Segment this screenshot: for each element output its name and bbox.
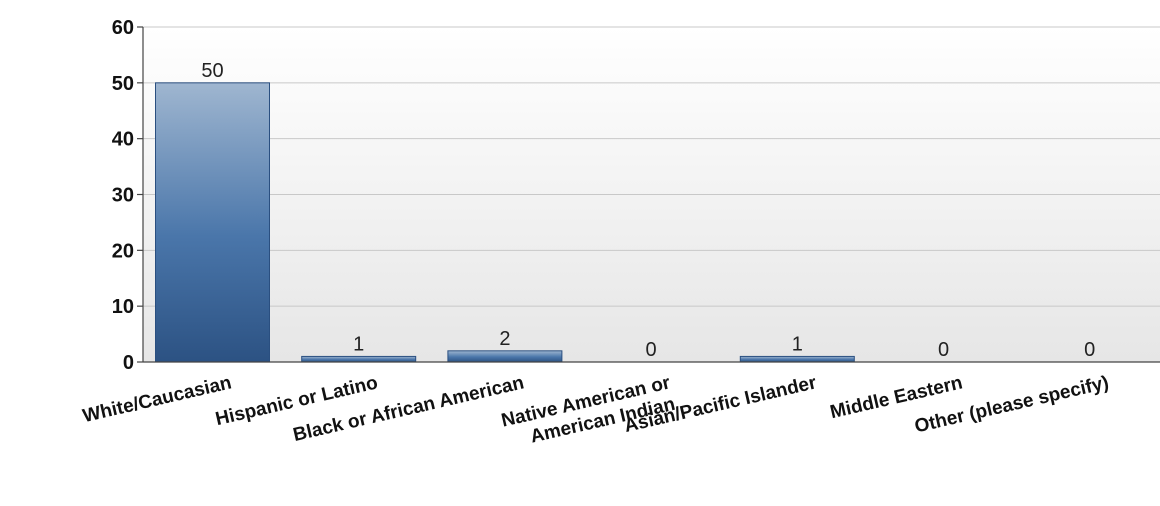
data-label: 0 — [1084, 339, 1095, 361]
x-tick-label: White/Caucasian — [81, 372, 234, 427]
y-tick-label: 30 — [112, 185, 134, 207]
bar — [301, 355, 417, 363]
x-tick-label-line: White/Caucasian — [81, 372, 234, 427]
data-label: 1 — [792, 333, 803, 355]
y-tick-label: 20 — [112, 240, 134, 262]
data-label: 0 — [646, 339, 657, 361]
bar — [155, 82, 270, 363]
y-tick-label: 40 — [112, 129, 134, 151]
data-label: 50 — [201, 60, 223, 82]
data-labels: 50 1 2 0 1 0 0 — [201, 60, 1095, 361]
bar — [739, 355, 855, 363]
data-label: 1 — [353, 333, 364, 355]
y-tick-label: 60 — [112, 17, 134, 39]
y-tick-label: 10 — [112, 296, 134, 318]
data-label: 2 — [499, 328, 510, 350]
bar — [447, 350, 563, 363]
y-tick-label: 50 — [112, 73, 134, 95]
y-tick-label: 0 — [123, 352, 134, 374]
gridlines — [143, 26, 1160, 307]
bars — [155, 82, 855, 363]
data-label: 0 — [938, 339, 949, 361]
y-axis-ticks: 0 10 20 30 40 50 60 — [112, 17, 143, 374]
